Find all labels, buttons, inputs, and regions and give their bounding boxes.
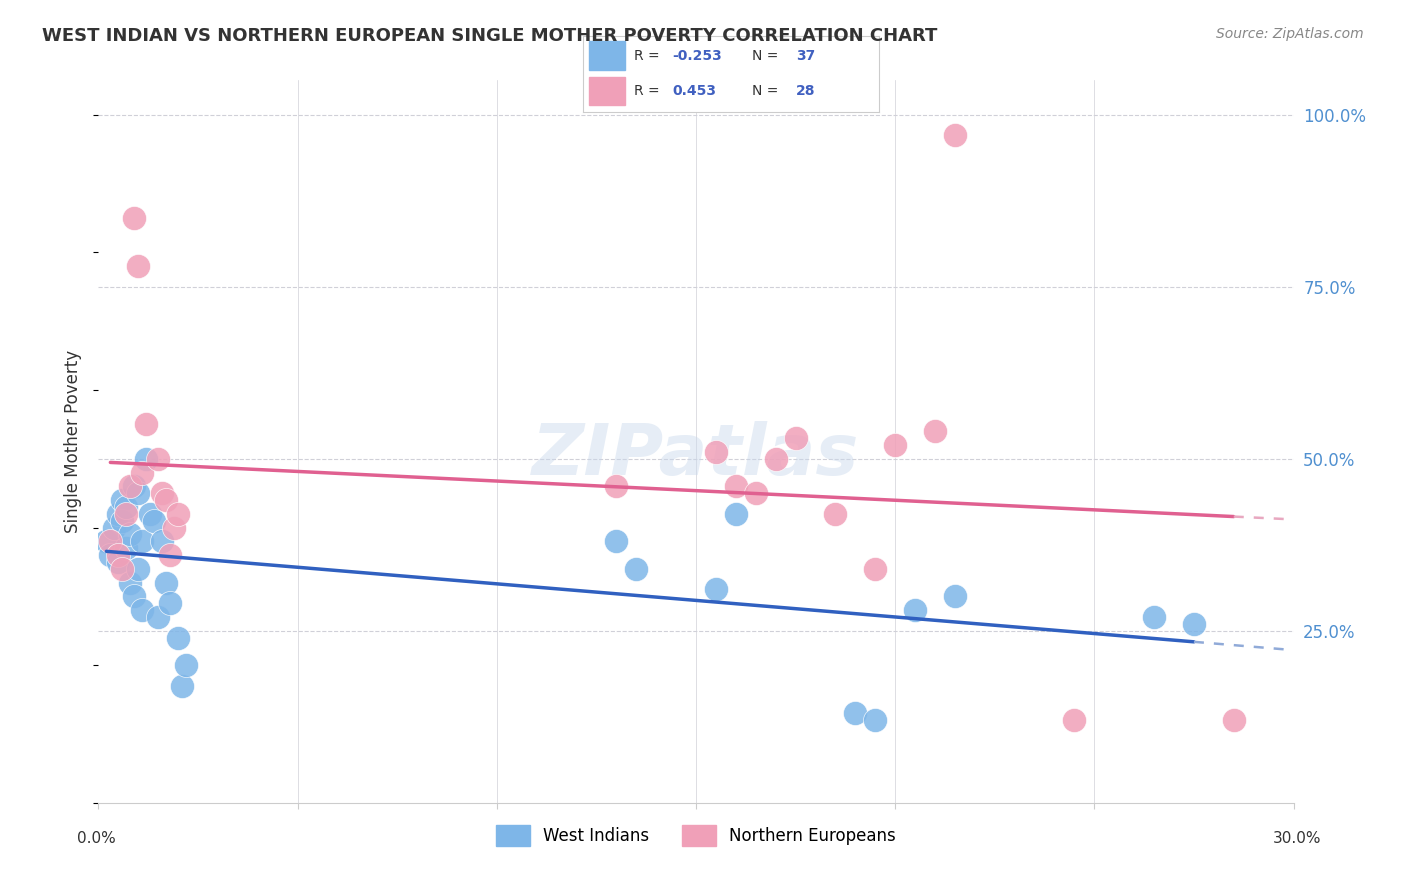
Point xyxy=(111,514,134,528)
Text: WEST INDIAN VS NORTHERN EUROPEAN SINGLE MOTHER POVERTY CORRELATION CHART: WEST INDIAN VS NORTHERN EUROPEAN SINGLE … xyxy=(42,27,938,45)
Point xyxy=(107,507,129,521)
Point xyxy=(98,548,122,562)
Point xyxy=(124,211,146,225)
Point xyxy=(904,603,927,617)
Point xyxy=(143,514,166,528)
Point xyxy=(159,596,181,610)
Point xyxy=(111,562,134,576)
Point xyxy=(1143,610,1166,624)
Point xyxy=(159,548,181,562)
Point xyxy=(865,562,887,576)
Point xyxy=(127,259,149,273)
Text: 0.453: 0.453 xyxy=(672,84,716,98)
Point xyxy=(115,507,138,521)
Text: R =: R = xyxy=(634,84,668,98)
Point xyxy=(765,451,787,466)
Point xyxy=(103,520,125,534)
Point xyxy=(139,507,162,521)
Point xyxy=(163,520,186,534)
Point xyxy=(155,575,177,590)
Point xyxy=(120,575,142,590)
Point xyxy=(1182,616,1205,631)
Bar xyxy=(589,41,624,70)
Point xyxy=(174,658,197,673)
Point xyxy=(605,479,627,493)
Point xyxy=(172,679,194,693)
Point xyxy=(127,486,149,500)
Point xyxy=(745,486,768,500)
Point xyxy=(150,486,173,500)
Point xyxy=(115,500,138,514)
Text: 0.0%: 0.0% xyxy=(77,831,117,846)
Point xyxy=(96,534,118,549)
Point xyxy=(124,590,146,604)
Y-axis label: Single Mother Poverty: Single Mother Poverty xyxy=(65,350,83,533)
Point xyxy=(884,438,907,452)
Text: 37: 37 xyxy=(796,49,815,63)
Point xyxy=(131,603,153,617)
Point xyxy=(111,493,134,508)
Point xyxy=(626,562,648,576)
Point xyxy=(724,507,747,521)
Text: R =: R = xyxy=(634,49,664,63)
Text: 30.0%: 30.0% xyxy=(1274,831,1322,846)
Point xyxy=(131,466,153,480)
Point xyxy=(943,128,966,143)
Point xyxy=(924,424,946,438)
Point xyxy=(124,479,146,493)
Point xyxy=(107,548,129,562)
Point xyxy=(131,534,153,549)
Point xyxy=(98,534,122,549)
Point xyxy=(107,555,129,569)
Point xyxy=(1063,713,1085,727)
Point xyxy=(120,479,142,493)
Point xyxy=(135,417,157,432)
Point xyxy=(943,590,966,604)
Text: Source: ZipAtlas.com: Source: ZipAtlas.com xyxy=(1216,27,1364,41)
Legend: West Indians, Northern Europeans: West Indians, Northern Europeans xyxy=(489,819,903,852)
Text: 28: 28 xyxy=(796,84,815,98)
Text: N =: N = xyxy=(752,49,783,63)
Point xyxy=(824,507,846,521)
Point xyxy=(865,713,887,727)
Point xyxy=(120,527,142,541)
Point xyxy=(785,431,807,445)
Point xyxy=(155,493,177,508)
Point xyxy=(167,507,190,521)
Point xyxy=(704,445,727,459)
Point xyxy=(127,562,149,576)
Point xyxy=(167,631,190,645)
Text: ZIPatlas: ZIPatlas xyxy=(533,422,859,491)
Point xyxy=(704,582,727,597)
Point xyxy=(115,541,138,556)
Point xyxy=(148,451,170,466)
Bar xyxy=(589,77,624,105)
Point xyxy=(1223,713,1246,727)
Point xyxy=(605,534,627,549)
Point xyxy=(150,534,173,549)
Point xyxy=(844,706,866,721)
Text: -0.253: -0.253 xyxy=(672,49,721,63)
Point xyxy=(724,479,747,493)
Text: N =: N = xyxy=(752,84,783,98)
Point xyxy=(148,610,170,624)
Point xyxy=(135,451,157,466)
